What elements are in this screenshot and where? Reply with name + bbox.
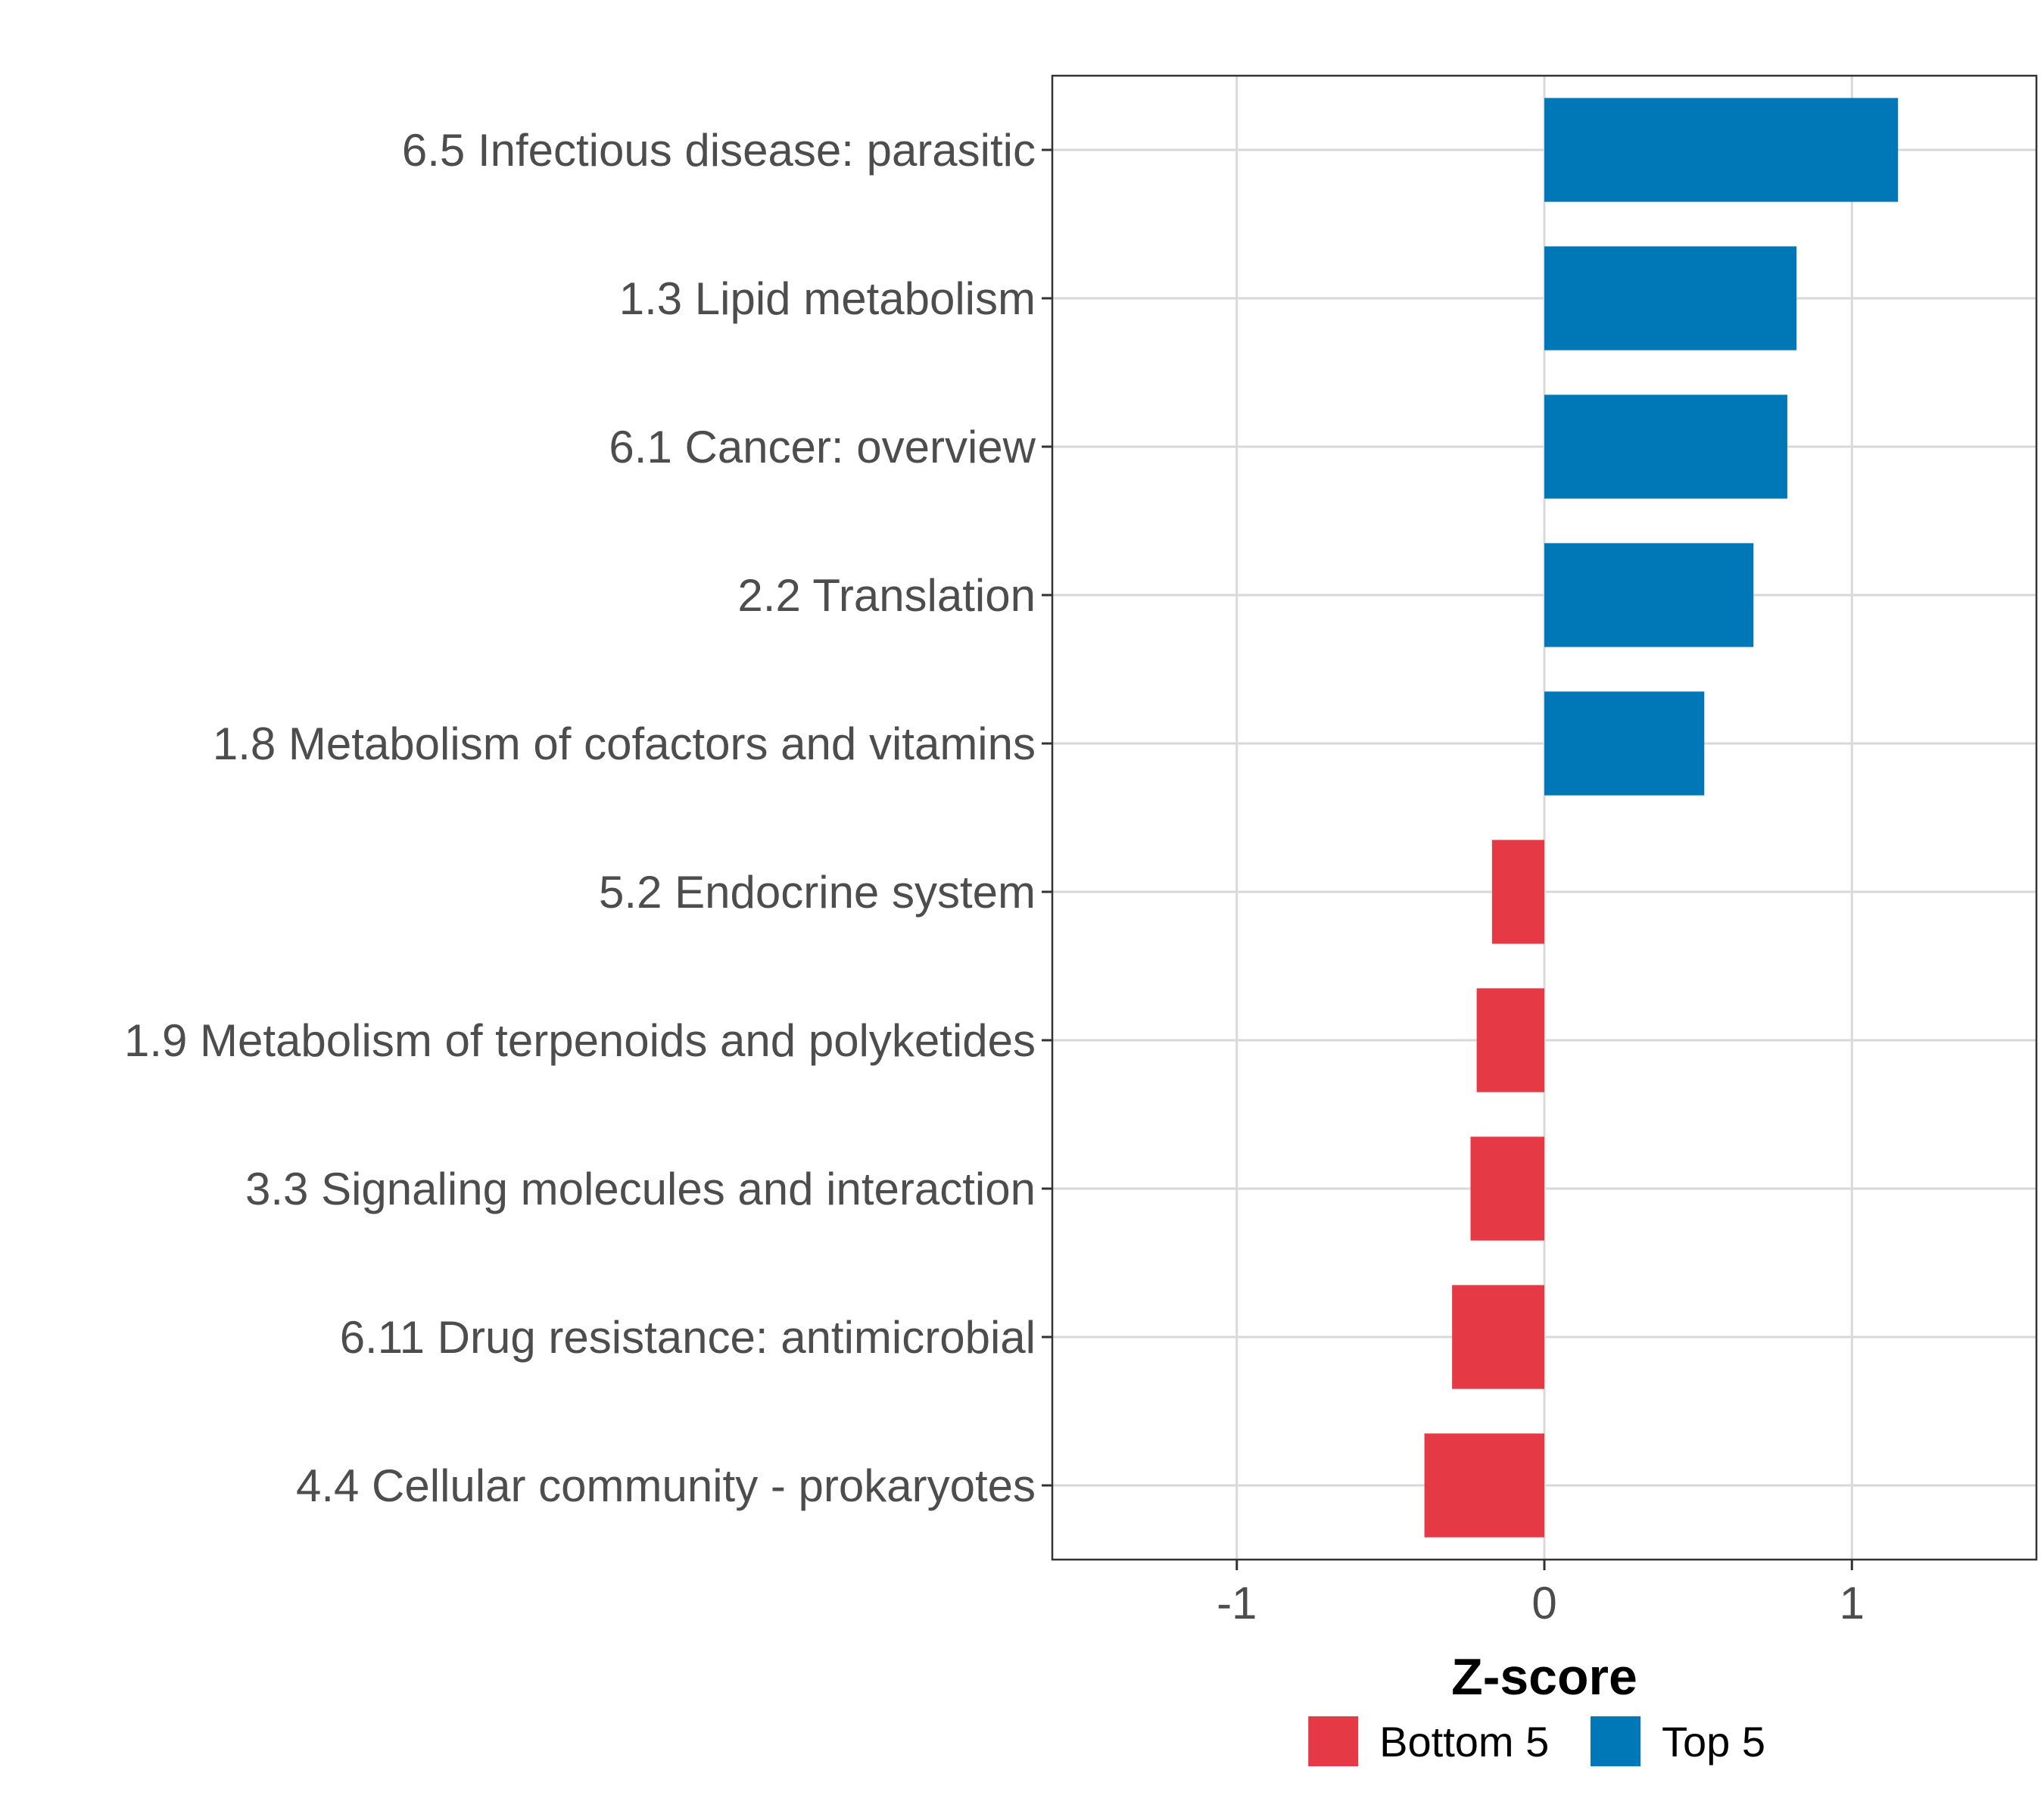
y-tick-label: 6.1 Cancer: overview: [609, 422, 1036, 472]
y-tick-label: 1.3 Lipid metabolism: [619, 273, 1036, 324]
x-axis: -1 0 1: [1217, 1560, 1865, 1628]
bar: [1544, 98, 1899, 202]
bar: [1544, 246, 1797, 351]
legend-key: [1591, 1716, 1641, 1766]
bar: [1491, 840, 1544, 944]
y-axis: 6.5 Infectious disease: parasitic 1.3 Lip…: [124, 125, 1052, 1511]
legend-key: [1308, 1716, 1359, 1766]
y-tick-label: 6.5 Infectious disease: parasitic: [402, 125, 1036, 176]
bar: [1476, 988, 1544, 1092]
x-tick-label: -1: [1217, 1578, 1257, 1628]
y-tick-label: 6.11 Drug resistance: antimicrobial: [340, 1312, 1036, 1363]
x-tick-label: 0: [1531, 1578, 1556, 1628]
x-tick-label: 1: [1840, 1578, 1865, 1628]
y-tick-label: 3.3 Signaling molecules and interaction: [245, 1164, 1036, 1214]
bars: [1424, 98, 1899, 1538]
bar: [1544, 394, 1787, 499]
y-tick-label: 2.2 Translation: [737, 570, 1036, 621]
bar: [1544, 543, 1754, 647]
bar: [1544, 691, 1705, 796]
legend-label: Top 5: [1662, 1718, 1765, 1766]
x-axis-title: Z-score: [1451, 1648, 1637, 1706]
y-tick-label: 4.4 Cellular community - prokaryotes: [296, 1460, 1036, 1511]
bar: [1424, 1433, 1544, 1538]
y-tick-label: 5.2 Endocrine system: [599, 867, 1036, 918]
legend-label: Bottom 5: [1379, 1718, 1549, 1766]
bar: [1470, 1136, 1544, 1241]
y-tick-label: 1.8 Metabolism of cofactors and vitamins: [213, 718, 1036, 769]
bar: [1452, 1285, 1544, 1389]
legend: Bottom 5 Top 5: [1308, 1716, 1765, 1766]
y-tick-label: 1.9 Metabolism of terpenoids and polyket…: [124, 1015, 1036, 1066]
